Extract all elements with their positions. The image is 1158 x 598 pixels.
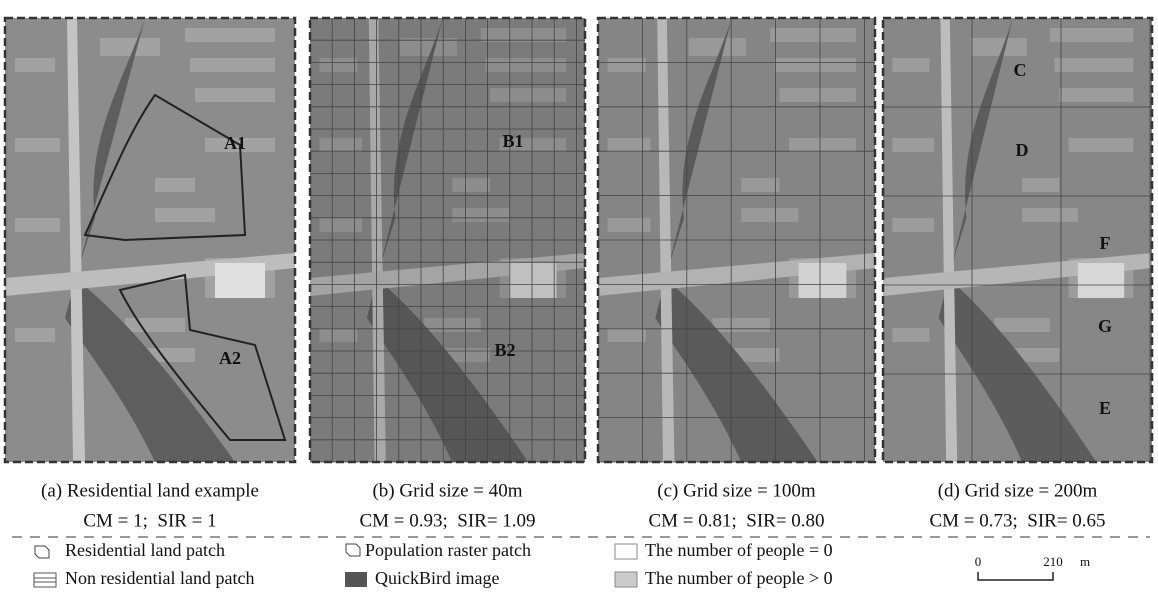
panel-caption: (d) Grid size = 200m [938,480,1098,501]
region-label: D [1016,140,1029,160]
legend-label: The number of people > 0 [645,568,833,588]
region-label: G [1098,316,1112,336]
legend-label: The number of people = 0 [645,540,833,560]
region-label: B1 [502,131,523,151]
panel: B1 B2 (b) Grid size = 40m CM = 0.93; SIR= 1… [310,18,585,531]
raster-grid [310,18,585,462]
legend-label: QuickBird image [375,568,499,588]
panel-caption: (c) Grid size = 100m [657,480,816,501]
panels: A1 A2 (a) Residential land example CM = 1; … [5,18,1152,531]
legend-label: Non residential land patch [65,568,254,588]
scale-line [978,572,1053,580]
legend-icon [615,544,637,559]
region-label: F [1100,233,1111,253]
panel: A1 A2 (a) Residential land example CM = 1; … [5,18,295,531]
panel-metrics: CM = 0.93; SIR= 1.09 [359,510,535,531]
scale-end: 210 [1043,554,1063,569]
panel-caption: (b) Grid size = 40m [372,480,522,501]
legend-icon [345,572,367,587]
figure: A1 A2 (a) Residential land example CM = 1; … [0,0,1158,598]
scale-bar: 0 210 m [975,554,1090,580]
panel-metrics: CM = 0.73; SIR= 0.65 [929,510,1105,531]
aerial-image [5,18,295,462]
legend-label: Residential land patch [65,540,225,560]
panel: (c) Grid size = 100m CM = 0.81; SIR= 0.80 [598,18,875,531]
legend-icon [615,572,637,587]
scale-start: 0 [975,554,982,569]
legend-icon [35,546,49,558]
legend-icon [346,544,360,556]
legend-label: Population raster patch [365,540,531,560]
legend: Residential land patch Non residential l… [34,540,833,588]
legend-icon [34,573,56,587]
region-label: A1 [224,133,246,153]
scale-unit: m [1080,554,1090,569]
panel-metrics: CM = 0.81; SIR= 0.80 [648,510,824,531]
panel: C D F G E (d) Grid size = 200m CM = 0.73; SIR=… [883,18,1152,531]
region-label: B2 [494,340,515,360]
region-label: E [1099,398,1111,418]
panel-caption: (a) Residential land example [41,480,259,501]
region-label: A2 [219,348,241,368]
raster-overlay [883,18,1152,462]
region-label: C [1014,60,1027,80]
panel-metrics: CM = 1; SIR = 1 [83,510,216,531]
